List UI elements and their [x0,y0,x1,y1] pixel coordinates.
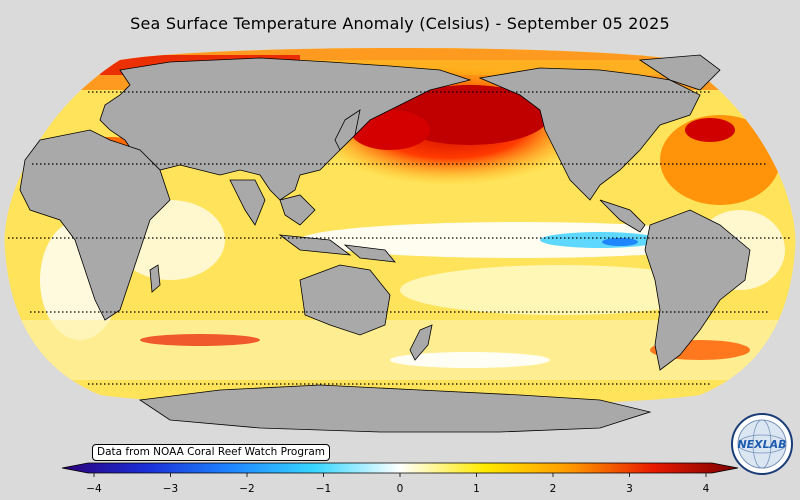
antarctica-land [138,384,652,433]
colorbar-tick-label: 2 [549,483,557,495]
south-america-land [644,209,751,371]
map-title: Sea Surface Temperature Anomaly (Celsius… [130,14,670,33]
colorbar-tick-label: 3 [626,483,633,495]
japan-land [334,109,361,151]
colorbar-tick-label: 4 [702,483,710,495]
north-america-land [478,67,701,201]
colorbar-tick-label: −3 [162,483,179,495]
data-source-note: Data from NOAA Coral Reef Watch Program [92,444,330,461]
colorbar-tick-label: 0 [396,483,404,495]
africa-land [19,129,171,321]
colorbar-tick-label: −4 [86,483,102,495]
colorbar-tick-label: −1 [315,483,332,495]
graticule [8,91,792,385]
southeast-asia-land [279,194,316,226]
colorbar-tick-label: −2 [239,483,255,495]
australia-land [299,264,391,336]
nexlab-logo: NEXLAB [731,413,793,475]
nexlab-globe-logo-icon: NEXLAB [731,413,793,475]
greenland-land [638,54,721,91]
india-land [229,179,266,226]
colorbar-tick-label: 1 [473,483,480,495]
madagascar-land [149,264,161,293]
new-zealand-land [409,324,433,361]
logo-text: NEXLAB [737,438,786,451]
